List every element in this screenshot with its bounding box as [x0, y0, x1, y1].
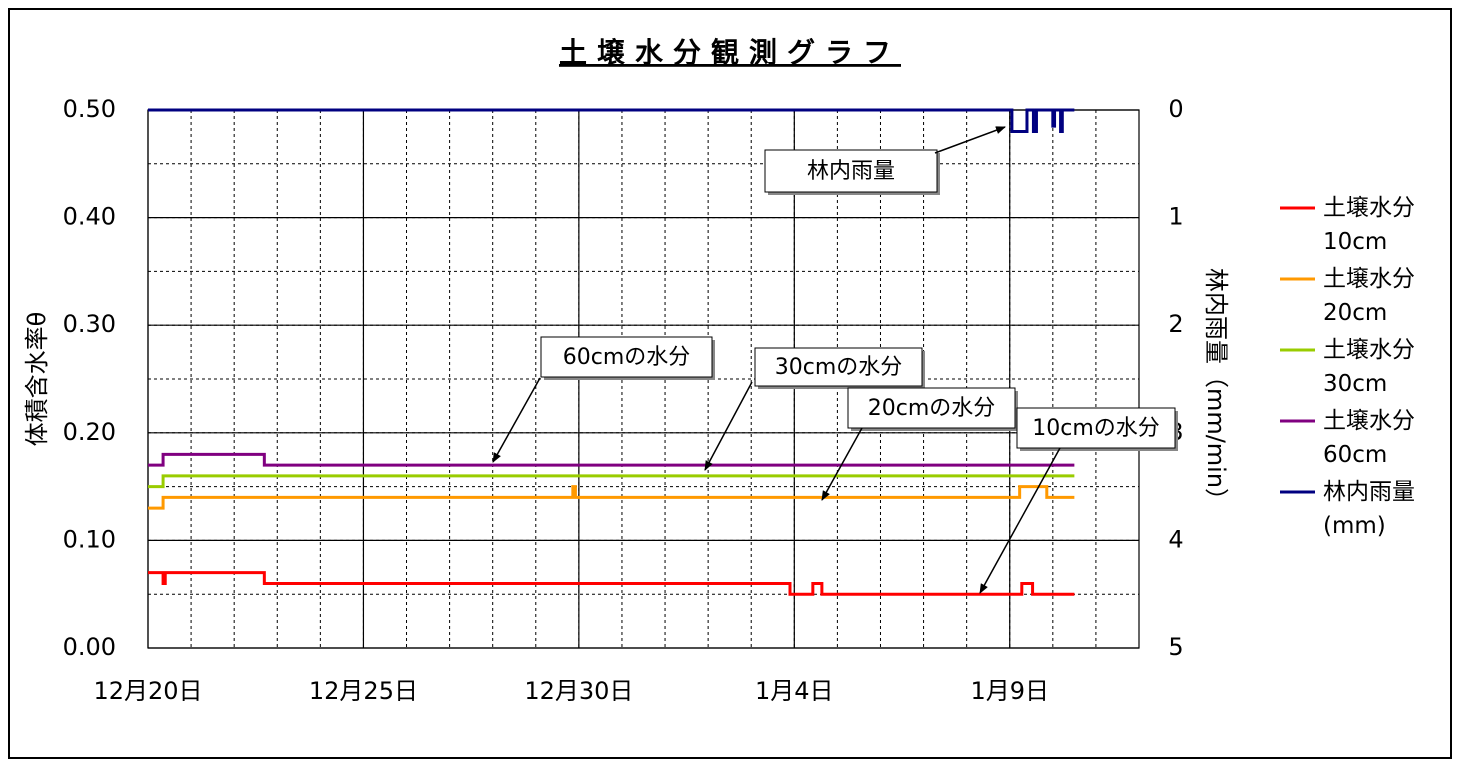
series-line — [148, 474, 1075, 489]
x-tick-label: 1月4日 — [755, 677, 834, 705]
y2-tick-label: 5 — [1168, 633, 1183, 661]
annotation-text: 20cmの水分 — [868, 396, 996, 421]
annotation-box — [847, 387, 1016, 429]
annotation-box — [540, 336, 713, 378]
annotation-arrow — [821, 427, 863, 501]
y2-tick-label: 0 — [1168, 95, 1183, 123]
x-tick-label: 1月9日 — [970, 677, 1049, 705]
y2-tick-label: 4 — [1168, 525, 1183, 553]
chart-title: 土壌水分観測グラフ — [559, 36, 901, 69]
y-axis-label: 体積含水率θ — [23, 312, 51, 447]
annotation-arrow — [704, 381, 753, 471]
legend-label: 土壌水分30cm — [1323, 337, 1415, 397]
y2-tick-label: 2 — [1168, 310, 1183, 338]
series-line — [148, 108, 1075, 134]
annotation-arrow — [979, 447, 1061, 594]
annotation-text: 30cmの水分 — [775, 355, 903, 380]
annotation-arrow — [934, 126, 1006, 154]
x-tick-label: 12月30日 — [524, 677, 633, 705]
legend-label: 土壌水分10cm — [1323, 195, 1415, 255]
y2-tick-label: 1 — [1168, 203, 1183, 231]
annotation-box — [1016, 407, 1176, 449]
legend-label: 土壌水分20cm — [1323, 266, 1415, 326]
annotation-box — [764, 149, 938, 193]
annotation-arrow — [492, 377, 541, 463]
frame — [8, 8, 1452, 759]
y-tick-label: 0.30 — [63, 310, 116, 338]
y-tick-label: 0.00 — [63, 633, 116, 661]
y-tick-label: 0.20 — [63, 418, 116, 446]
annotation-text: 10cmの水分 — [1032, 416, 1160, 441]
x-tick-label: 12月20日 — [93, 677, 202, 705]
legend-label: 土壌水分60cm — [1323, 408, 1415, 468]
series-line — [148, 571, 1075, 596]
y-tick-label: 0.10 — [63, 525, 116, 553]
x-tick-label: 12月25日 — [309, 677, 418, 705]
annotation-box — [754, 347, 923, 387]
y-tick-label: 0.40 — [63, 203, 116, 231]
y-tick-label: 0.50 — [63, 95, 116, 123]
annotation-text: 60cmの水分 — [563, 345, 691, 370]
series-line — [148, 485, 1075, 510]
legend-label: 林内雨量(mm) — [1323, 479, 1415, 539]
series-line — [148, 452, 1075, 467]
y2-axis-label: 林内雨量（mm/min） — [1202, 268, 1230, 512]
annotation-text: 林内雨量 — [807, 159, 895, 184]
